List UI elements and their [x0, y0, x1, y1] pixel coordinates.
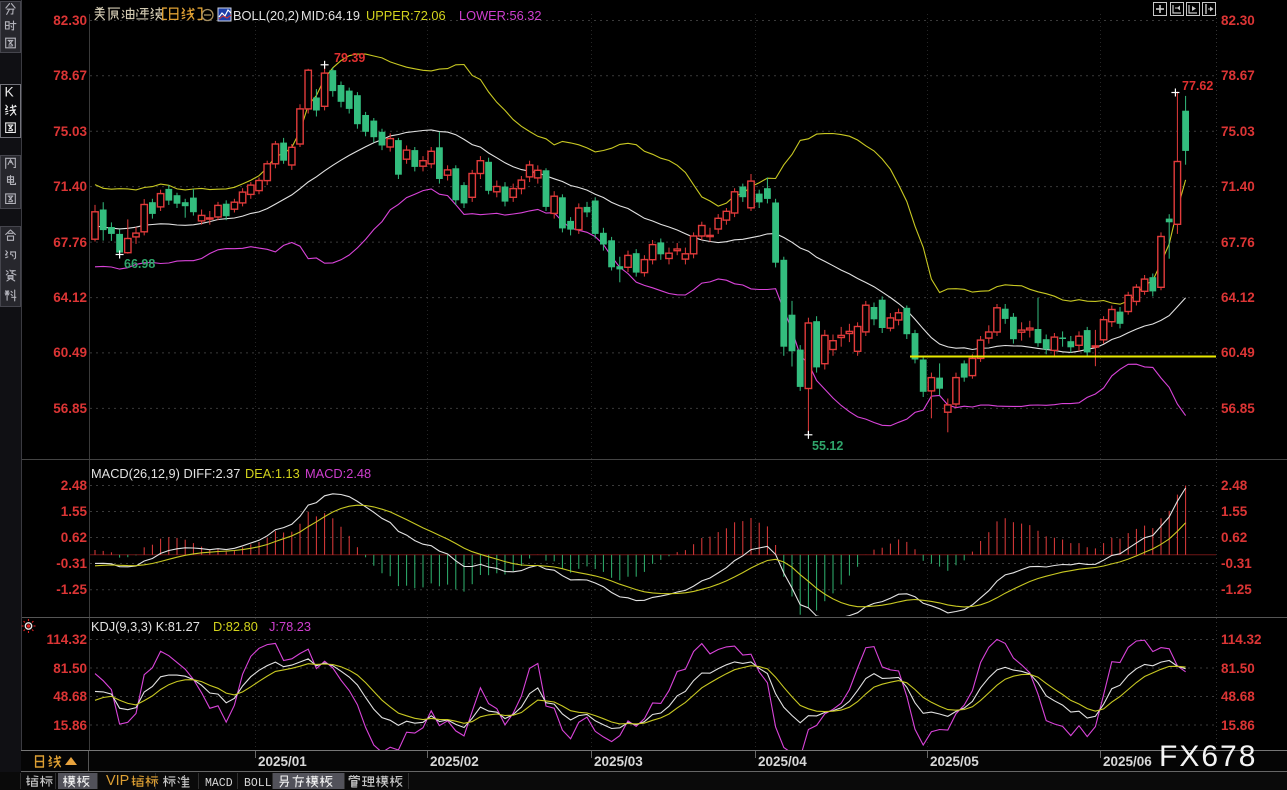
- svg-text:2025/05: 2025/05: [930, 754, 979, 769]
- svg-text:1.55: 1.55: [61, 504, 88, 519]
- svg-text:MACD: MACD: [205, 777, 233, 790]
- svg-text:-1.25: -1.25: [1221, 582, 1252, 597]
- svg-text:48.68: 48.68: [1221, 689, 1255, 704]
- svg-text:-0.31: -0.31: [56, 556, 87, 571]
- svg-text:FX678: FX678: [1159, 740, 1257, 773]
- svg-text:60.49: 60.49: [1221, 345, 1255, 360]
- svg-text:64.12: 64.12: [53, 290, 87, 305]
- svg-text:75.03: 75.03: [1221, 124, 1255, 139]
- svg-text:15.86: 15.86: [1221, 718, 1255, 733]
- svg-text:KDJ(9,3,3) K:81.27: KDJ(9,3,3) K:81.27: [91, 619, 200, 634]
- svg-text:D:82.80: D:82.80: [213, 619, 258, 634]
- svg-text:48.68: 48.68: [53, 689, 87, 704]
- svg-text:2025/03: 2025/03: [594, 754, 643, 769]
- svg-text:56.85: 56.85: [53, 401, 87, 416]
- svg-text:-0.31: -0.31: [1221, 556, 1252, 571]
- svg-text:71.40: 71.40: [1221, 179, 1255, 194]
- svg-text:2.48: 2.48: [1221, 478, 1248, 493]
- svg-text:2025/02: 2025/02: [430, 754, 479, 769]
- svg-text:79.39: 79.39: [334, 51, 365, 65]
- svg-text:77.62: 77.62: [1182, 79, 1213, 93]
- svg-text:2025/06: 2025/06: [1103, 754, 1152, 769]
- svg-text:66.98: 66.98: [124, 257, 155, 271]
- svg-text:2025/04: 2025/04: [758, 754, 807, 769]
- svg-text:LOWER:56.32: LOWER:56.32: [459, 8, 542, 23]
- svg-text:67.76: 67.76: [53, 235, 87, 250]
- svg-text:78.67: 78.67: [1221, 68, 1255, 83]
- svg-text:75.03: 75.03: [53, 124, 87, 139]
- svg-text:BOLL(20,2): BOLL(20,2): [233, 8, 299, 23]
- svg-text:MACD(26,12,9) DIFF:2.37: MACD(26,12,9) DIFF:2.37: [91, 466, 240, 481]
- svg-text:114.32: 114.32: [46, 632, 87, 647]
- svg-text:64.12: 64.12: [1221, 290, 1255, 305]
- svg-text:71.40: 71.40: [53, 179, 87, 194]
- svg-text:55.12: 55.12: [812, 439, 843, 453]
- svg-text:81.50: 81.50: [1221, 661, 1255, 676]
- svg-text:82.30: 82.30: [53, 13, 87, 28]
- svg-text:K: K: [5, 85, 15, 100]
- svg-text:0.62: 0.62: [1221, 530, 1247, 545]
- svg-text:0.62: 0.62: [61, 530, 87, 545]
- svg-text:1.55: 1.55: [1221, 504, 1248, 519]
- svg-text:UPPER:72.06: UPPER:72.06: [366, 8, 446, 23]
- svg-text:60.49: 60.49: [53, 345, 87, 360]
- svg-text:VIP: VIP: [106, 773, 129, 789]
- svg-text:2025/01: 2025/01: [258, 754, 307, 769]
- svg-text:MACD:2.48: MACD:2.48: [305, 466, 371, 481]
- svg-text:81.50: 81.50: [53, 661, 87, 676]
- svg-text:-1.25: -1.25: [56, 582, 87, 597]
- svg-text:56.85: 56.85: [1221, 401, 1255, 416]
- svg-text:J:78.23: J:78.23: [269, 619, 311, 634]
- svg-text:MID:64.19: MID:64.19: [301, 8, 360, 23]
- svg-text:DEA:1.13: DEA:1.13: [245, 466, 300, 481]
- svg-text:2.48: 2.48: [61, 478, 88, 493]
- svg-text:67.76: 67.76: [1221, 235, 1255, 250]
- svg-text:114.32: 114.32: [1221, 632, 1262, 647]
- svg-text:82.30: 82.30: [1221, 13, 1255, 28]
- svg-text:78.67: 78.67: [53, 68, 87, 83]
- svg-text:BOLL: BOLL: [244, 777, 272, 790]
- svg-text:15.86: 15.86: [53, 718, 87, 733]
